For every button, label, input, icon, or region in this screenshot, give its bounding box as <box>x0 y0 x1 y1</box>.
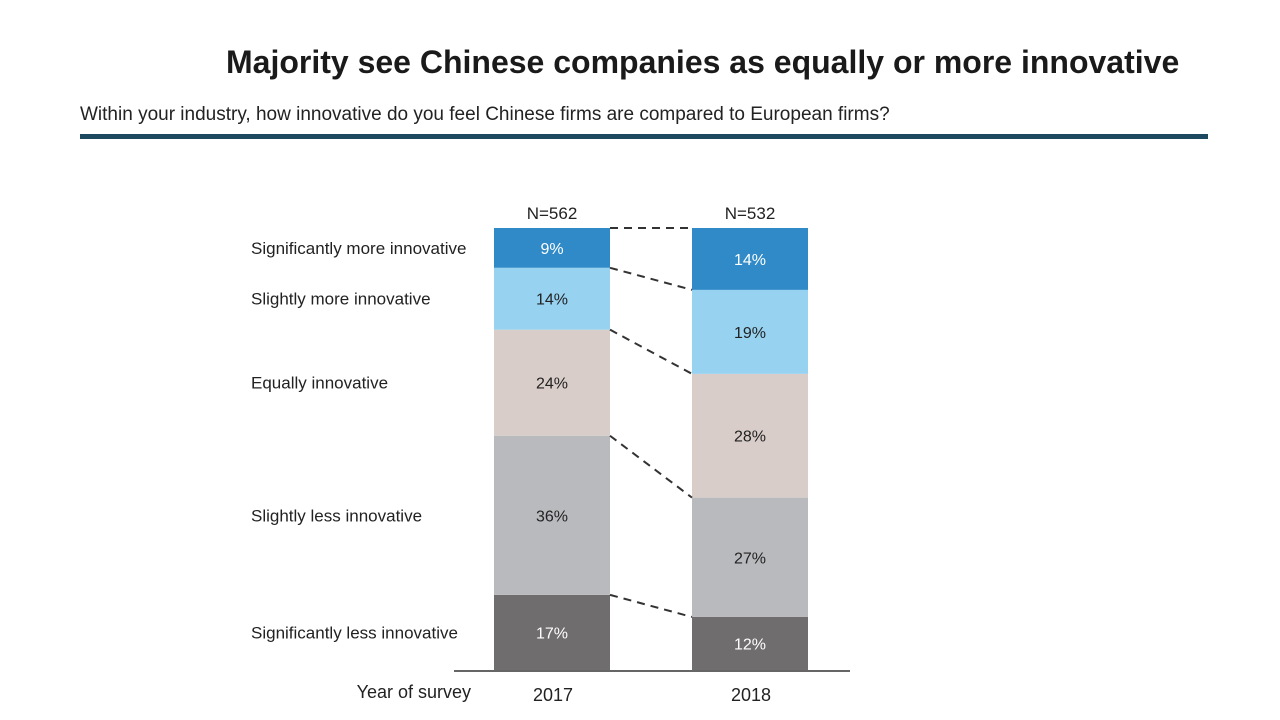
chart-title: Majority see Chinese companies as equall… <box>226 44 1180 80</box>
connector-line <box>609 266 693 291</box>
connector-line <box>609 593 693 618</box>
x-tick-label: 2018 <box>731 685 771 705</box>
connector-line <box>609 328 693 375</box>
legend-label: Slightly less innovative <box>251 506 422 525</box>
legend-label: Equally innovative <box>251 374 388 393</box>
data-label: 17% <box>536 625 568 642</box>
x-tick-label: 2017 <box>533 685 573 705</box>
bar-segment <box>494 594 610 670</box>
data-label: 36% <box>536 508 568 525</box>
bar-segment <box>692 373 808 498</box>
bar-segment <box>692 497 808 617</box>
bar-segment <box>494 435 610 595</box>
data-label: 14% <box>734 252 766 269</box>
bar-segment <box>692 228 808 290</box>
bar-segment <box>692 616 808 670</box>
legend-label: Slightly more innovative <box>251 290 431 309</box>
bar-segment <box>494 267 610 330</box>
data-label: 27% <box>734 550 766 567</box>
title-divider <box>80 134 1208 139</box>
data-label: 12% <box>734 636 766 653</box>
data-label: 28% <box>734 429 766 446</box>
data-label: 14% <box>536 292 568 309</box>
sample-size-label: N=532 <box>725 204 776 223</box>
sample-size-label: N=562 <box>527 204 578 223</box>
connector-line <box>609 434 693 499</box>
bar-segment <box>494 329 610 436</box>
chart-subtitle: Within your industry, how innovative do … <box>80 104 890 125</box>
bar-segment <box>692 289 808 374</box>
x-axis-label: Year of survey <box>357 682 471 702</box>
legend-label: Significantly less innovative <box>251 623 458 642</box>
legend-label: Significantly more innovative <box>251 239 466 258</box>
data-label: 9% <box>540 241 563 258</box>
data-label: 19% <box>734 325 766 342</box>
data-label: 24% <box>536 376 568 393</box>
bar-segment <box>494 228 610 268</box>
